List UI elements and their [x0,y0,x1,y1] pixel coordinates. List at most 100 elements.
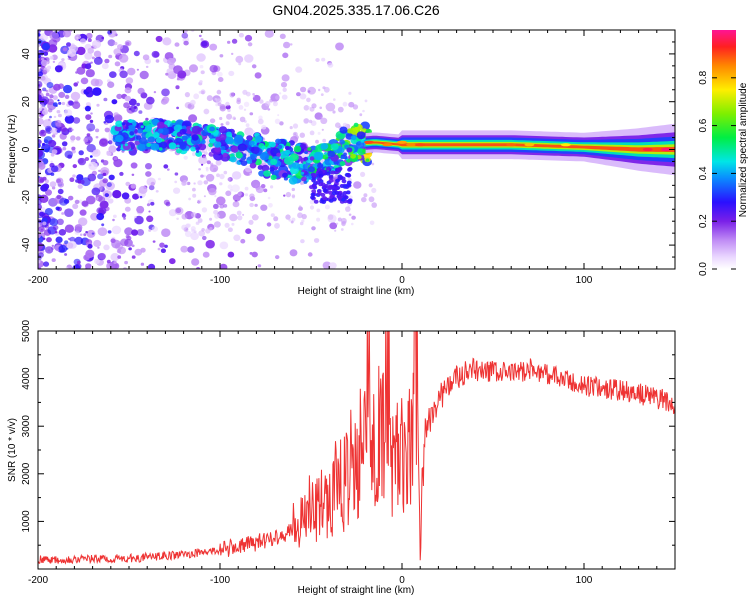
spectrogram-blob [136,68,139,71]
spectrogram-blob [332,110,336,114]
spectrogram-blob [173,65,183,74]
spectrogram-blob [216,89,222,95]
spectrogram-blob [69,236,76,243]
spectrogram-blob [64,224,74,233]
spectrogram-blob [371,187,377,193]
spectrogram-blob [103,97,108,102]
spectrogram-blob [49,31,59,41]
spectrogram-blob [45,125,52,132]
spectrogram-blob [87,173,97,182]
spectrogram-blob [300,239,305,244]
spectrogram-blob [307,166,315,173]
spectrogram-blob [108,174,115,181]
spectrogram-blob [219,173,225,180]
spectrogram-blob [313,199,319,204]
snr-ytick-label: 2000 [21,462,32,485]
spectrogram-blob [38,203,42,211]
spectrogram-blob [89,119,94,123]
spectrogram-blob [142,120,150,127]
spectrogram-blob [68,195,74,201]
spectrogram-blob [270,158,278,165]
spectrogram-blob [315,139,319,144]
spectrogram-blob [307,252,313,257]
spectrogram-blob [230,145,239,153]
spectrogram-blob [244,186,249,191]
spectrogram-blob [256,233,265,242]
spectrogram-blob [38,149,44,158]
spectrogram-blob [130,162,138,169]
spectrogram-blob [200,139,206,145]
spectrogram-blob [308,106,311,109]
spectrogram-blob [51,258,56,262]
spectrogram-blob [61,212,65,215]
spectrogram-blob [131,173,135,176]
spectrogram-blob [303,118,309,124]
spectrogram-blob [140,125,144,129]
spectrogram-blob [164,244,168,248]
spectrogram-blob [52,60,56,64]
spectrogram-blob [175,207,182,214]
spectrogram-blob [79,38,87,44]
spectrogram-blob [220,145,226,151]
spectrogram-blob [98,252,106,260]
spectrogram-blob [304,151,308,155]
spectrogram-blob [38,162,46,170]
spectrogram-blob [339,161,346,167]
spectrogram-blob [49,55,54,60]
spectrogram-blob [50,165,59,173]
spectrogram-blob [152,132,160,138]
spectrogram-blob [70,91,81,101]
spectrogram-blob [155,190,159,193]
spectrogram-blob [303,156,309,161]
spectrogram-blob [335,122,341,128]
spectrogram-blob [137,87,145,95]
spectrogram-blob [337,210,341,213]
spectrogram-blob [102,172,107,176]
spectrogram-blob [201,228,205,232]
spectrogram-blob [85,102,91,107]
spectrogram-blob [51,134,56,138]
spectrogram-blob [219,54,224,58]
spectrogram-blob [137,128,144,134]
spectrogram-blob [351,222,354,226]
spectrogram-blob [150,201,155,206]
spectrogram-blob [245,123,250,128]
spectrogram-blob [279,121,284,126]
spectrogram-blob [284,145,290,150]
spectrogram-blob [205,173,215,182]
spectrogram-blob [158,147,163,151]
spectrogram-blob [325,166,331,171]
spectrogram-blob [189,64,198,73]
snr-xtick-label: -100 [210,575,230,586]
spectrogram-blob [99,138,108,147]
spectrogram-blob [134,215,144,225]
spectrogram-blob [72,164,78,169]
spectrogram-blob [361,197,367,203]
spectrogram-peak [397,140,407,144]
spectrogram-blob [303,105,310,111]
spectrogram-blob [47,108,53,113]
spectrogram-blob [243,108,247,112]
spectrogram-blob [227,40,231,44]
spectrogram-blob [281,94,288,100]
spectrogram-blob [281,74,290,82]
spectrogram-blob [72,101,81,109]
spectrogram-blob [363,193,368,198]
spectrogram-blob [300,86,307,93]
spectrogram-blob [168,139,173,144]
spectrogram-blob [228,70,235,77]
spectrogram-blob [139,195,143,199]
spectrogram-blob [213,221,221,228]
spectrogram-blob [275,255,280,260]
spectrogram-blob [157,247,161,251]
spectrogram-blob [225,136,234,145]
spectrogram-blob [121,192,130,200]
spectrogram-blob [196,53,206,62]
spectrogram-blob [328,190,333,195]
spectrogram-blob [76,81,80,84]
spectrogram-blob [242,213,245,216]
spectrogram-blob [103,121,107,124]
spectrogram-blob [181,213,188,220]
